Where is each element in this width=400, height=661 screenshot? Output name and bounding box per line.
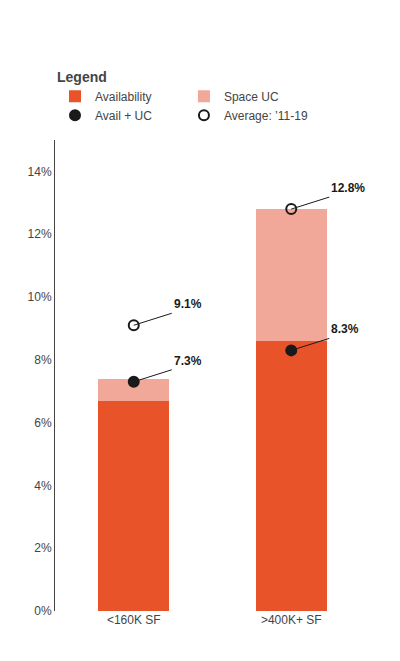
svg-text:Availability: Availability [95,90,151,104]
svg-text:8.3%: 8.3% [331,322,359,336]
svg-text:14%: 14% [28,165,52,179]
svg-text:>400K+ SF: >400K+ SF [261,613,322,627]
svg-text:12.8%: 12.8% [331,181,365,195]
svg-text:0%: 0% [34,604,52,618]
svg-text:2%: 2% [34,541,52,555]
svg-text:Average: ’11-19: Average: ’11-19 [224,109,308,123]
svg-text:7.3%: 7.3% [174,354,202,368]
svg-text:<160K SF: <160K SF [107,613,161,627]
svg-text:Avail + UC: Avail + UC [95,109,152,123]
svg-text:8%: 8% [34,353,52,367]
svg-text:Space UC: Space UC [224,90,279,104]
svg-text:10%: 10% [28,290,52,304]
svg-text:9.1%: 9.1% [174,297,202,311]
svg-text:6%: 6% [34,416,52,430]
svg-text:4%: 4% [34,479,52,493]
svg-text:12%: 12% [28,227,52,241]
svg-text:Legend: Legend [57,69,107,85]
